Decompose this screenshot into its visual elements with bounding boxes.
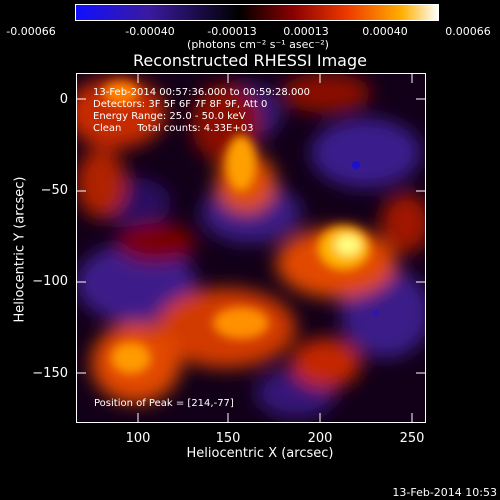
x-tick-label: 150 <box>215 431 241 446</box>
x-tick-label: 250 <box>399 431 425 446</box>
colorbar <box>75 4 439 21</box>
x-tick-label: 100 <box>125 431 151 446</box>
y-tick-label: 0 <box>59 92 68 107</box>
y-tick-label: −50 <box>40 183 68 198</box>
plot-frame <box>76 73 426 423</box>
y-axis-label: Heliocentric Y (arcsec) <box>12 176 28 323</box>
flux-hotspots <box>103 81 370 374</box>
time-range-text: 13-Feb-2014 00:57:36.000 to 00:59:28.000 <box>93 87 311 98</box>
flux-minima <box>352 161 379 316</box>
footer-timestamp: 13-Feb-2014 10:53 <box>392 486 497 499</box>
colorbar-tick-label: -0.00066 <box>6 25 56 38</box>
x-axis-label: Heliocentric X (arcsec) <box>186 446 334 461</box>
colorbar-tick-label: 0.00013 <box>283 25 329 38</box>
y-tick-label: −150 <box>32 366 68 381</box>
plot-title: Reconstructed RHESSI Image <box>133 51 367 70</box>
x-tick-label: 200 <box>307 431 333 446</box>
peak-position-text: Position of Peak = [214,-77] <box>94 398 234 409</box>
energy-range-text: Energy Range: 25.0 - 50.0 keV <box>93 111 246 122</box>
flux-image <box>76 73 426 423</box>
colorbar-tick-label: -0.00013 <box>207 25 257 38</box>
colorbar-tick-label: -0.00040 <box>125 25 175 38</box>
colorbar-tick-label: 0.00040 <box>362 25 408 38</box>
colorbar-unit-label: (photons cm⁻² s⁻¹ asec⁻²) <box>187 38 329 51</box>
detectors-text: Detectors: 3F 5F 6F 7F 8F 9F, Att 0 <box>93 99 268 110</box>
y-tick-label: −100 <box>32 274 68 289</box>
axis-ticks <box>76 73 426 423</box>
method-counts-text: Clean Total counts: 4.33E+03 <box>93 123 254 134</box>
colorbar-tick-label: 0.00066 <box>445 25 491 38</box>
